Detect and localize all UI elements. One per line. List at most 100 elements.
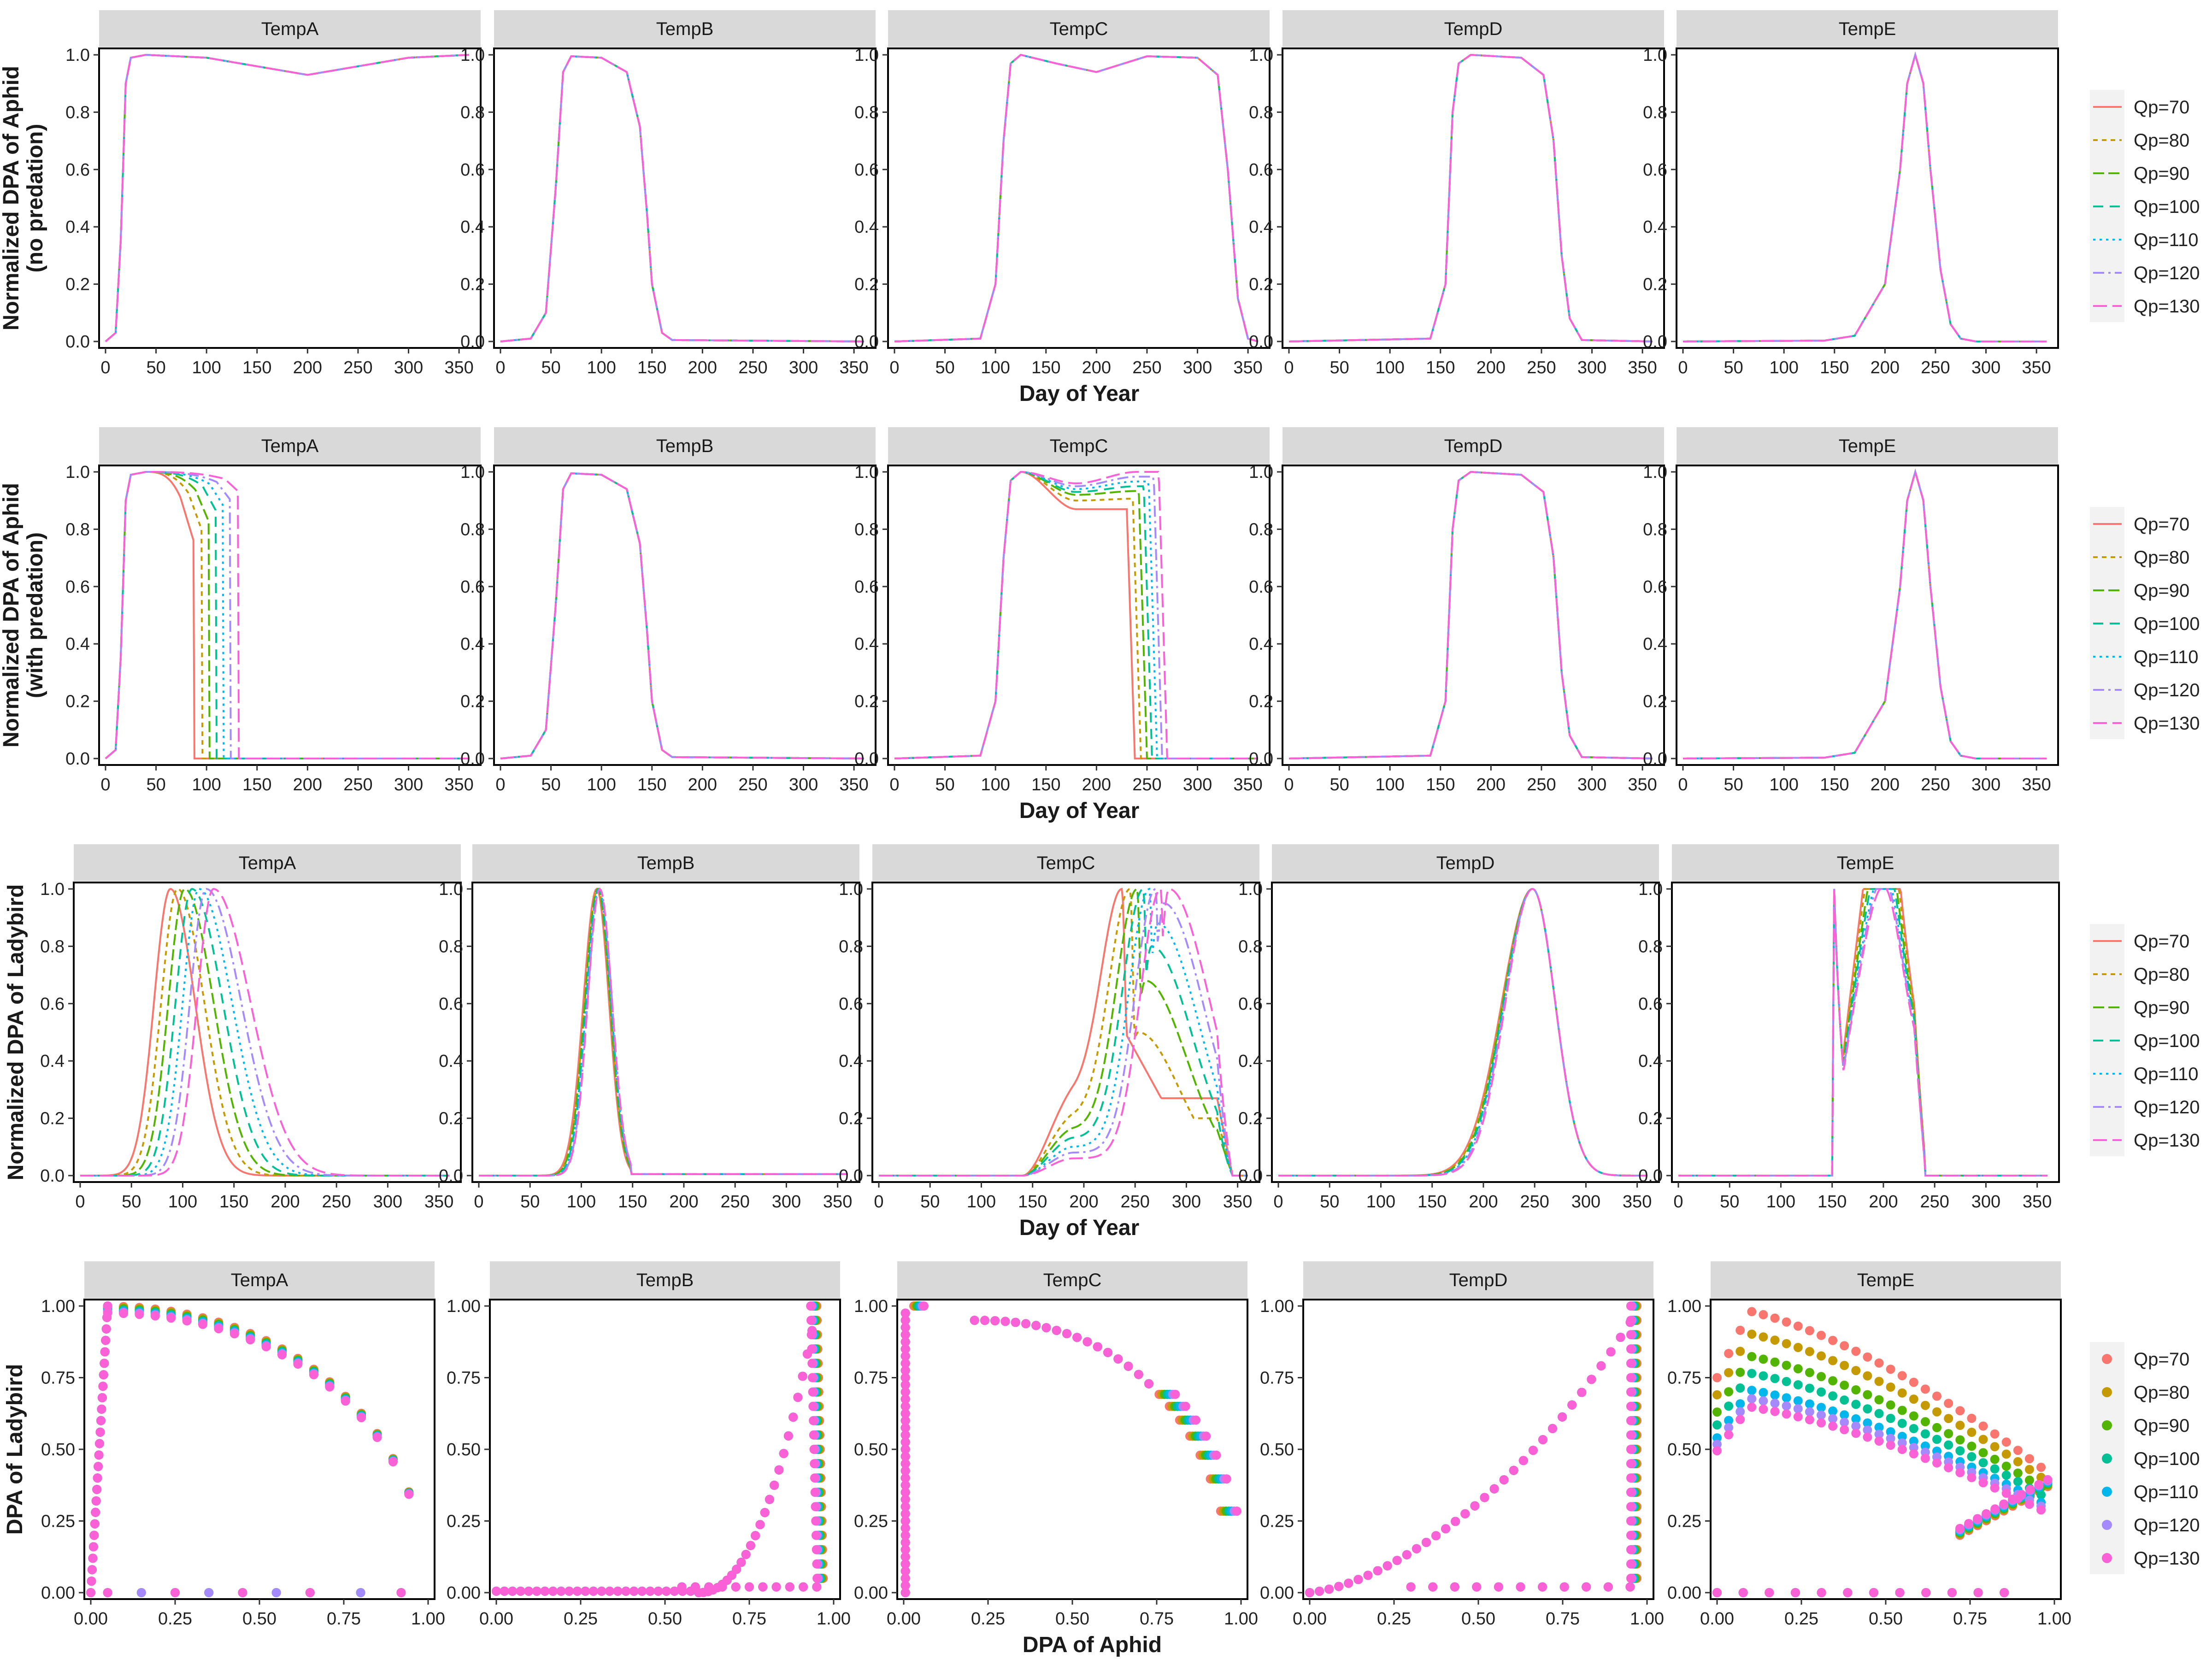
- y-tick-label: 0.0: [839, 1166, 863, 1186]
- data-point: [1759, 1332, 1768, 1342]
- y-tick-label: 0.6: [460, 577, 485, 597]
- data-point: [1431, 1531, 1441, 1541]
- x-tick-label: 200: [688, 358, 717, 377]
- y-tick-label: 0.8: [854, 520, 879, 539]
- legend-label: Qp=90: [2134, 1416, 2189, 1436]
- x-tick-label: 350: [1233, 358, 1262, 377]
- y-tick-label: 0.75: [1667, 1369, 1701, 1388]
- x-axis-title: DPA of Aphid: [1023, 1633, 1162, 1657]
- x-tick-label: 250: [1921, 775, 1950, 794]
- data-point: [1626, 1473, 1635, 1483]
- data-point: [1973, 1514, 1983, 1524]
- data-point: [1990, 1483, 2000, 1493]
- data-point: [1626, 1516, 1635, 1526]
- y-tick-label: 0.2: [1249, 692, 1273, 712]
- panel-title: TempB: [636, 1270, 694, 1290]
- y-tick-label: 0.6: [65, 577, 90, 597]
- x-tick-label: 0.25: [1784, 1609, 1818, 1629]
- data-point: [581, 1586, 590, 1596]
- data-point: [1886, 1413, 1895, 1423]
- x-tick-label: 250: [1132, 775, 1161, 794]
- data-point: [1509, 1465, 1518, 1475]
- legend-label: Qp=90: [2134, 581, 2189, 601]
- data-point: [1382, 1561, 1392, 1571]
- data-point: [1897, 1371, 1907, 1381]
- series-line-qp-130: [1289, 53, 1653, 342]
- data-point: [1587, 1375, 1596, 1384]
- data-point: [1851, 1429, 1861, 1438]
- data-point: [900, 1430, 910, 1440]
- data-point: [1978, 1448, 1988, 1458]
- series-line-qp-100: [879, 888, 1248, 1177]
- y-tick-label: 1.0: [1638, 880, 1663, 899]
- data-point: [774, 1465, 784, 1475]
- data-point: [1470, 1501, 1480, 1511]
- data-point: [1735, 1399, 1745, 1409]
- x-tick-label: 0: [1678, 358, 1688, 377]
- data-point: [1874, 1423, 1884, 1432]
- plot-panel: [887, 47, 1271, 349]
- data-point: [1735, 1383, 1745, 1393]
- y-tick-label: 0.8: [65, 103, 90, 122]
- data-point: [629, 1586, 639, 1596]
- data-point: [1489, 1484, 1499, 1494]
- data-point: [1373, 1566, 1382, 1576]
- data-point: [91, 1507, 100, 1517]
- data-point: [1920, 1453, 1930, 1463]
- y-tick-label: 0.0: [1238, 1166, 1263, 1186]
- data-point: [810, 1488, 820, 1497]
- x-tick-label: 0.50: [1869, 1609, 1903, 1629]
- x-tick-label: 0: [889, 358, 899, 377]
- data-point: [1724, 1416, 1734, 1425]
- data-point: [100, 1347, 110, 1357]
- series-line-qp-110: [1278, 888, 1647, 1177]
- y-tick-label: 1.00: [447, 1297, 481, 1316]
- data-point: [1840, 1395, 1849, 1405]
- data-point: [900, 1394, 910, 1404]
- data-point: [198, 1319, 207, 1329]
- data-point: [811, 1516, 821, 1526]
- data-point: [1171, 1389, 1180, 1399]
- data-point: [2013, 1468, 2023, 1478]
- data-point: [783, 1431, 793, 1441]
- x-tick-label: 0.75: [327, 1609, 361, 1629]
- data-point: [524, 1586, 534, 1596]
- data-point: [1886, 1427, 1895, 1436]
- data-point: [653, 1586, 663, 1596]
- panel-strip: [888, 427, 1270, 464]
- y-tick-label: 0.6: [439, 994, 463, 1014]
- x-tick-label: 350: [839, 358, 868, 377]
- data-point: [1712, 1390, 1722, 1400]
- x-tick-label: 350: [1623, 1192, 1652, 1212]
- y-tick-label: 0.75: [1260, 1369, 1294, 1388]
- legend-label: Qp=130: [2134, 296, 2200, 317]
- y-tick-label: 0.00: [1260, 1583, 1294, 1603]
- data-point: [1817, 1330, 1826, 1340]
- data-point: [900, 1445, 910, 1454]
- data-point: [588, 1586, 598, 1596]
- data-point: [900, 1323, 910, 1332]
- y-tick-label: 0.8: [839, 937, 863, 956]
- x-tick-label: 300: [373, 1192, 402, 1212]
- legend-key: [2102, 1354, 2112, 1364]
- data-point: [1874, 1358, 1884, 1368]
- x-tick-label: 1.00: [1630, 1609, 1664, 1629]
- x-tick-label: 350: [444, 358, 473, 377]
- data-point: [95, 1427, 105, 1437]
- panel-strip: [897, 1261, 1247, 1298]
- x-tick-label: 0.75: [1953, 1609, 1987, 1629]
- x-tick-label: 100: [967, 1192, 996, 1212]
- data-point: [1817, 1410, 1826, 1420]
- x-tick-label: 0.50: [1055, 1609, 1089, 1629]
- plot-panel: [1671, 882, 2060, 1183]
- panel-title: TempA: [239, 853, 296, 873]
- data-point: [1747, 1394, 1757, 1404]
- x-tick-label: 0: [495, 358, 505, 377]
- x-tick-label: 300: [394, 775, 423, 794]
- data-point: [1402, 1550, 1412, 1559]
- data-point: [1712, 1446, 1722, 1456]
- y-tick-label: 0.75: [854, 1369, 888, 1388]
- legend-key: [2102, 1453, 2112, 1464]
- data-point: [1863, 1418, 1872, 1428]
- data-point: [500, 1586, 509, 1596]
